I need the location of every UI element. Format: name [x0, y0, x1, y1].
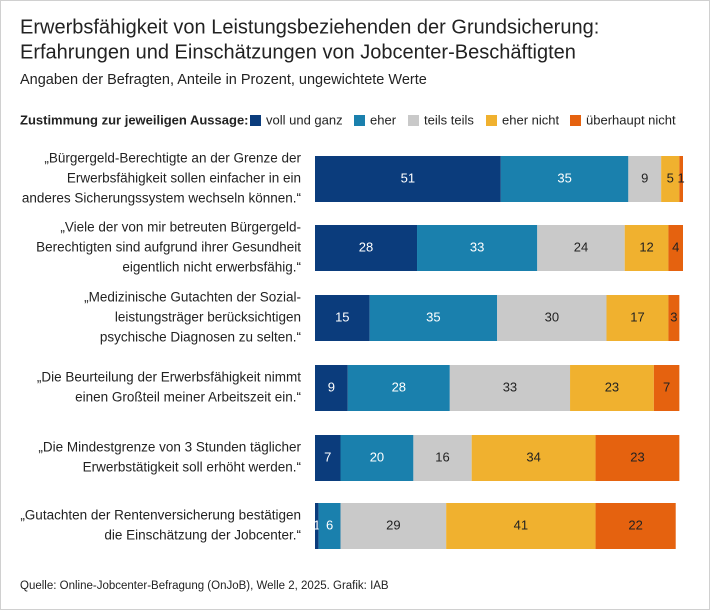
value-label: 9	[328, 379, 335, 394]
legend-title: Zustimmung zur jeweiligen Aussage:	[20, 112, 249, 127]
legend-label: eher	[370, 112, 397, 127]
value-label: 35	[557, 170, 571, 185]
bar-segment	[417, 225, 538, 271]
bar-segment	[624, 225, 669, 271]
bar-segment	[628, 156, 662, 202]
bar-segment	[413, 435, 472, 481]
bar-segment	[653, 365, 680, 411]
category-label: „Medizinische Gutachten der Sozial-	[84, 290, 301, 305]
value-label: 41	[514, 517, 528, 532]
category-label: „Bürgergeld-Berechtigte an der Grenze de…	[44, 151, 301, 166]
value-label: 12	[639, 239, 653, 254]
bar-segment	[449, 365, 571, 411]
bar-segment	[537, 225, 625, 271]
bar-segment	[595, 435, 680, 481]
bar-segment	[315, 365, 348, 411]
category-label: „Die Mindestgrenze von 3 Stunden täglich…	[38, 440, 301, 455]
bar-segment	[679, 156, 683, 202]
value-label: 30	[545, 309, 559, 324]
category-label: „Viele der von mir betreuten Bürgergeld-	[60, 220, 301, 235]
bar-segment	[570, 365, 654, 411]
value-label: 20	[370, 449, 384, 464]
bar-segment	[315, 435, 341, 481]
category-label: psychische Diagnosen zu selten.“	[100, 330, 301, 345]
bar-segment	[315, 225, 418, 271]
value-label: 17	[630, 309, 644, 324]
value-label: 7	[663, 379, 670, 394]
value-label: 35	[426, 309, 440, 324]
legend-label: teils teils	[424, 112, 474, 127]
category-label: die Einschätzung der Jobcenter.“	[104, 528, 301, 543]
category-label: Erwerbstätigkeit soll erhöht werden.“	[83, 460, 301, 475]
bar-segment	[500, 156, 629, 202]
category-label: leistungsträger berücksichtigen	[115, 310, 301, 325]
bar-segment	[315, 156, 501, 202]
value-label: 33	[503, 379, 517, 394]
value-label: 9	[641, 170, 648, 185]
bar-segment	[595, 503, 676, 549]
bar-segment	[369, 295, 498, 341]
legend-swatch	[250, 115, 261, 126]
legend-label: überhaupt nicht	[586, 112, 676, 127]
value-label: 7	[324, 449, 331, 464]
bar-segment	[661, 156, 680, 202]
bar-segment	[606, 295, 669, 341]
bar-segment	[340, 435, 414, 481]
chart-title: Erwerbsfähigkeit von Leistungsbeziehende…	[20, 16, 599, 38]
category-label: Erwerbsfähigkeit sollen einfacher in ein	[67, 171, 301, 186]
legend-swatch	[354, 115, 365, 126]
chart-title: Erfahrungen und Einschätzungen von Jobce…	[20, 41, 576, 63]
value-label: 28	[392, 379, 406, 394]
value-label: 22	[628, 517, 642, 532]
bar-segment	[340, 503, 447, 549]
bar-segment	[347, 365, 450, 411]
value-label: 5	[667, 170, 674, 185]
bar-segment	[668, 225, 683, 271]
legend-swatch	[408, 115, 419, 126]
bar-segment	[668, 295, 680, 341]
source: Quelle: Online-Jobcenter-Befragung (OnJo…	[20, 580, 389, 592]
value-label: 24	[574, 239, 588, 254]
subtitle: Angaben der Befragten, Anteile in Prozen…	[20, 72, 427, 88]
value-label: 1	[678, 170, 685, 185]
value-label: 4	[672, 239, 679, 254]
bar-segment	[315, 503, 319, 549]
bar-segment	[446, 503, 596, 549]
category-label: Berechtigten sind aufgrund ihrer Gesundh…	[36, 240, 301, 255]
category-label: anderes Sicherungssystem wechseln können…	[22, 191, 301, 206]
value-label: 51	[401, 170, 415, 185]
category-label: einen Großteil meiner Arbeitszeit ein.“	[75, 390, 301, 405]
category-label: „Gutachten der Rentenversicherung bestät…	[20, 508, 301, 523]
legend-swatch	[570, 115, 581, 126]
bar-segment	[471, 435, 596, 481]
value-label: 33	[470, 239, 484, 254]
value-label: 28	[359, 239, 373, 254]
value-label: 34	[526, 449, 540, 464]
value-label: 3	[670, 309, 677, 324]
category-label: eigentlich nicht erwerbsfähig.“	[122, 260, 301, 275]
value-label: 29	[386, 517, 400, 532]
legend-label: eher nicht	[502, 112, 559, 127]
value-label: 1	[313, 517, 320, 532]
value-label: 15	[335, 309, 349, 324]
legend-swatch	[486, 115, 497, 126]
value-label: 23	[630, 449, 644, 464]
bar-segment	[315, 295, 370, 341]
bar-segment	[318, 503, 341, 549]
legend-label: voll und ganz	[266, 112, 343, 127]
value-label: 16	[435, 449, 449, 464]
value-label: 23	[605, 379, 619, 394]
value-label: 6	[326, 517, 333, 532]
category-label: „Die Beurteilung der Erwerbsfähigkeit ni…	[37, 370, 301, 385]
bar-segment	[497, 295, 607, 341]
